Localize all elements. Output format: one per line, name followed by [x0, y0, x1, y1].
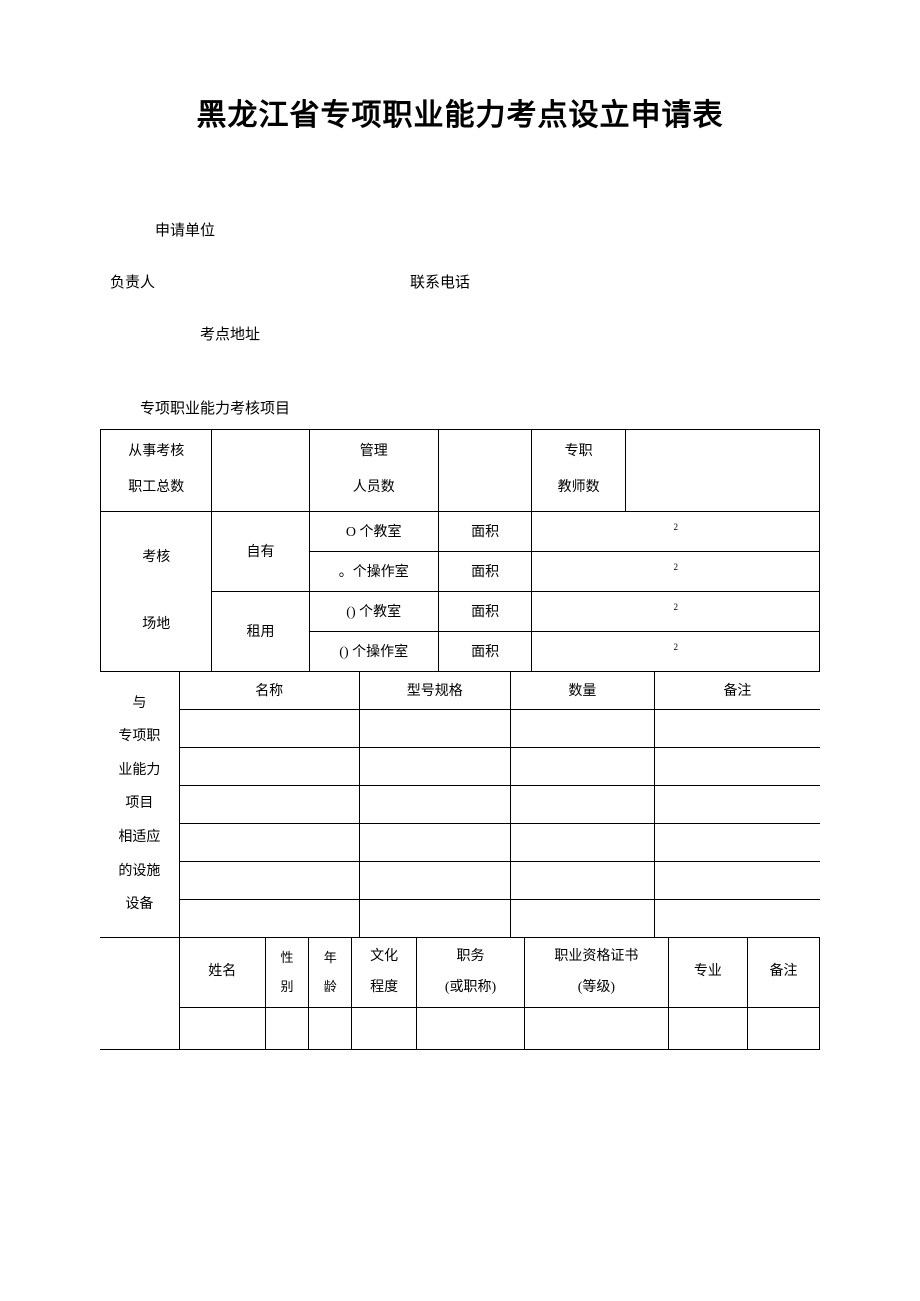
- equip-cell: [179, 747, 359, 785]
- equip-cell: [359, 709, 510, 747]
- equip-cell: [359, 785, 510, 823]
- pers-cert-header: 职业资格证书(等级): [524, 937, 668, 1008]
- page-title: 黑龙江省专项职业能力考点设立申请表: [100, 90, 820, 134]
- equip-cell: [510, 899, 654, 937]
- area-label-2: 面积: [438, 551, 531, 591]
- equip-cell: [179, 823, 359, 861]
- equip-name-header: 名称: [179, 671, 359, 709]
- equip-cell: [654, 785, 820, 823]
- personnel-table: 姓名 性别 年龄 文化程度 职务(或职称) 职业资格证书(等级) 专业 备注: [100, 937, 820, 1051]
- equip-cell: [654, 747, 820, 785]
- teacher-count-value: [625, 430, 819, 512]
- equip-cell: [654, 861, 820, 899]
- phone-label: 联系电话: [410, 271, 470, 295]
- equip-cell: [510, 747, 654, 785]
- equip-cell: [510, 709, 654, 747]
- pers-edu-header: 文化程度: [352, 937, 417, 1008]
- rent-oproom-area: 2: [532, 631, 820, 671]
- own-classroom-area: 2: [532, 511, 820, 551]
- equip-cell: [359, 823, 510, 861]
- pers-pos-header: 职务(或职称): [417, 937, 525, 1008]
- equip-cell: [654, 899, 820, 937]
- equip-model-header: 型号规格: [359, 671, 510, 709]
- pers-note-header: 备注: [748, 937, 820, 1008]
- equip-cell: [359, 899, 510, 937]
- personnel-side: [100, 937, 179, 1050]
- rent-label: 租用: [212, 591, 309, 671]
- pers-sex-header: 性别: [265, 937, 308, 1008]
- pers-age-header: 年龄: [309, 937, 352, 1008]
- venue-label: 考核场地: [101, 511, 212, 671]
- own-label: 自有: [212, 511, 309, 591]
- own-classroom-label: O 个教室: [309, 511, 438, 551]
- mgmt-count-value: [438, 430, 531, 512]
- equip-cell: [359, 861, 510, 899]
- equip-note-header: 备注: [654, 671, 820, 709]
- apply-unit-label: 申请单位: [100, 219, 820, 243]
- rent-classroom-area: 2: [532, 591, 820, 631]
- equip-cell: [179, 785, 359, 823]
- staff-venue-table: 从事考核职工总数 管理人员数 专职教师数 考核场地 自有 O 个教室 面积 2 …: [100, 429, 820, 672]
- mgmt-count-label: 管理人员数: [309, 430, 438, 512]
- equip-cell: [510, 823, 654, 861]
- header-fields: 申请单位 负责人 联系电话 考点地址 专项职业能力考核项目: [100, 219, 820, 421]
- pers-cell: [265, 1008, 308, 1050]
- pers-cell: [352, 1008, 417, 1050]
- equip-cell: [179, 861, 359, 899]
- staff-total-value: [212, 430, 309, 512]
- pers-cell: [179, 1008, 265, 1050]
- equip-cell: [654, 823, 820, 861]
- own-oproom-area: 2: [532, 551, 820, 591]
- project-label: 专项职业能力考核项目: [100, 397, 820, 421]
- area-label-1: 面积: [438, 511, 531, 551]
- pers-major-header: 专业: [668, 937, 747, 1008]
- pers-cell: [309, 1008, 352, 1050]
- pers-cell: [417, 1008, 525, 1050]
- rent-classroom-label: () 个教室: [309, 591, 438, 631]
- responsible-label: 负责人: [100, 271, 410, 295]
- pers-name-header: 姓名: [179, 937, 265, 1008]
- address-label: 考点地址: [100, 323, 820, 347]
- equip-cell: [179, 709, 359, 747]
- equip-cell: [654, 709, 820, 747]
- equip-cell: [179, 899, 359, 937]
- area-label-3: 面积: [438, 591, 531, 631]
- equipment-table: 与 专项职 业能力 项目 相适应 的设施 设备 名称 型号规格 数量 备注: [100, 671, 820, 938]
- equip-cell: [510, 861, 654, 899]
- pers-cell: [748, 1008, 820, 1050]
- equipment-side-label: 与 专项职 业能力 项目 相适应 的设施 设备: [100, 671, 179, 937]
- pers-cell: [668, 1008, 747, 1050]
- rent-oproom-label: () 个操作室: [309, 631, 438, 671]
- teacher-count-label: 专职教师数: [532, 430, 625, 512]
- own-oproom-label: 。个操作室: [309, 551, 438, 591]
- equip-cell: [510, 785, 654, 823]
- equip-qty-header: 数量: [510, 671, 654, 709]
- pers-cell: [524, 1008, 668, 1050]
- equip-cell: [359, 747, 510, 785]
- staff-total-label: 从事考核职工总数: [101, 430, 212, 512]
- area-label-4: 面积: [438, 631, 531, 671]
